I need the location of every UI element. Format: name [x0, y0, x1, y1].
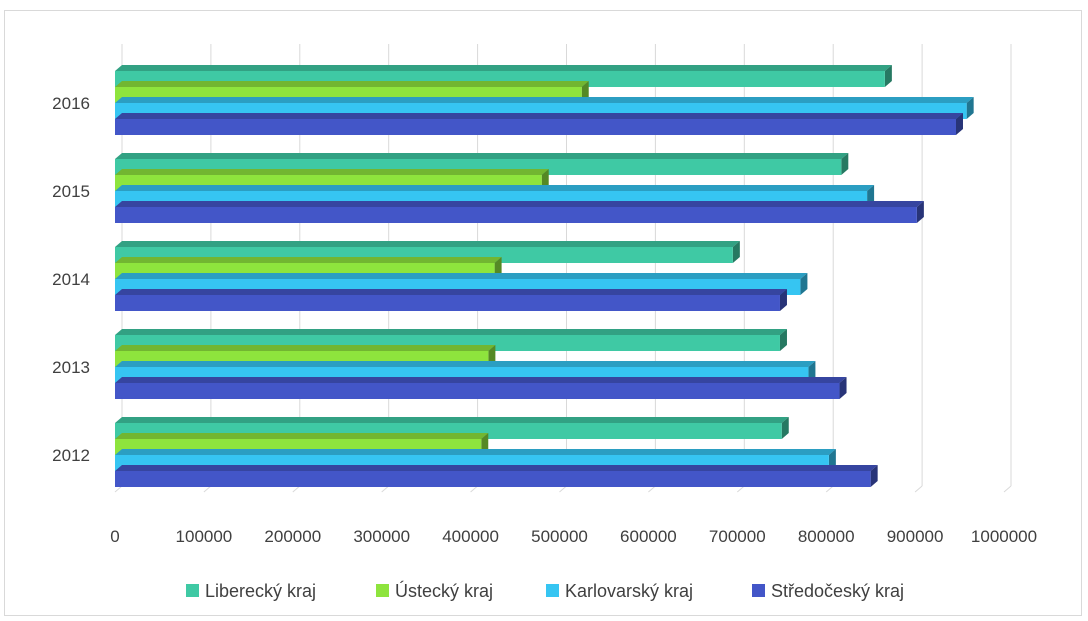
legend-item: Karlovarský kraj: [546, 581, 693, 601]
bar-top-face: [115, 81, 589, 87]
bars: [115, 65, 974, 487]
legend-label: Karlovarský kraj: [565, 581, 693, 601]
bar-top-face: [115, 433, 489, 439]
x-tick-label: 900000: [887, 527, 944, 546]
x-tick-label: 100000: [176, 527, 233, 546]
bar-top-face: [115, 449, 836, 455]
gridline-foot: [1003, 485, 1012, 493]
y-tick-label: 2015: [52, 182, 90, 201]
bar: [115, 113, 963, 135]
bar: [115, 201, 924, 223]
bar-side-face: [781, 417, 789, 439]
x-tick-label: 400000: [442, 527, 499, 546]
bar-front-face: [115, 471, 871, 487]
y-tick-label: 2016: [52, 94, 90, 113]
bar-top-face: [115, 329, 787, 335]
legend-swatch: [376, 584, 389, 597]
bar-top-face: [115, 361, 816, 367]
y-tick-label: 2012: [52, 446, 90, 465]
x-tick-label: 200000: [264, 527, 321, 546]
bar-side-face: [732, 241, 740, 263]
y-axis-labels: 2016 2015 2014 2013 2012: [52, 94, 90, 465]
bar-top-face: [115, 345, 496, 351]
bar-top-face: [115, 377, 847, 383]
bar-side-face: [884, 65, 892, 87]
bar-top-face: [115, 465, 878, 471]
x-tick-label: 300000: [353, 527, 410, 546]
bar-side-face: [839, 377, 847, 399]
bar-front-face: [115, 207, 917, 223]
x-tick-label: 0: [110, 527, 119, 546]
bar-top-face: [115, 289, 787, 295]
legend: Liberecký kraj Ústecký kraj Karlovarský kr…: [186, 580, 904, 601]
bar-side-face: [916, 201, 924, 223]
bar: [115, 289, 787, 311]
bar-top-face: [115, 257, 502, 263]
legend-swatch: [546, 584, 559, 597]
x-tick-label: 800000: [798, 527, 855, 546]
bar-front-face: [115, 119, 956, 135]
x-tick-label: 600000: [620, 527, 677, 546]
legend-swatch: [186, 584, 199, 597]
bar-side-face: [800, 273, 808, 295]
bar-front-face: [115, 383, 840, 399]
bar-side-face: [955, 113, 963, 135]
legend-item: Liberecký kraj: [186, 581, 316, 601]
bar-side-face: [779, 329, 787, 351]
x-tick-label: 700000: [709, 527, 766, 546]
bar-top-face: [115, 241, 740, 247]
x-tick-label: 500000: [531, 527, 588, 546]
y-tick-label: 2013: [52, 358, 90, 377]
bar-top-face: [115, 169, 549, 175]
bar-side-face: [870, 465, 878, 487]
bar-top-face: [115, 417, 789, 423]
bar: [115, 465, 878, 487]
bar-side-face: [779, 289, 787, 311]
bar-top-face: [115, 65, 892, 71]
bar-side-face: [966, 97, 974, 119]
gridline-foot: [914, 485, 923, 493]
legend-label: Středočeský kraj: [771, 581, 904, 601]
bar: [115, 377, 847, 399]
bar-top-face: [115, 201, 924, 207]
x-axis-labels: 0 100000 200000 300000 400000 500000 600000 700…: [110, 527, 1037, 546]
bar-top-face: [115, 97, 974, 103]
bar-front-face: [115, 295, 780, 311]
x-tick-label: 1000000: [971, 527, 1037, 546]
legend-swatch: [752, 584, 765, 597]
legend-item: Ústecký kraj: [376, 580, 493, 601]
legend-label: Liberecký kraj: [205, 581, 316, 601]
y-tick-label: 2014: [52, 270, 90, 289]
bar-top-face: [115, 185, 875, 191]
legend-item: Středočeský kraj: [752, 581, 904, 601]
legend-label: Ústecký kraj: [395, 580, 493, 601]
bar-top-face: [115, 113, 963, 119]
bar-top-face: [115, 153, 849, 159]
bar-top-face: [115, 273, 808, 279]
bar-side-face: [841, 153, 849, 175]
